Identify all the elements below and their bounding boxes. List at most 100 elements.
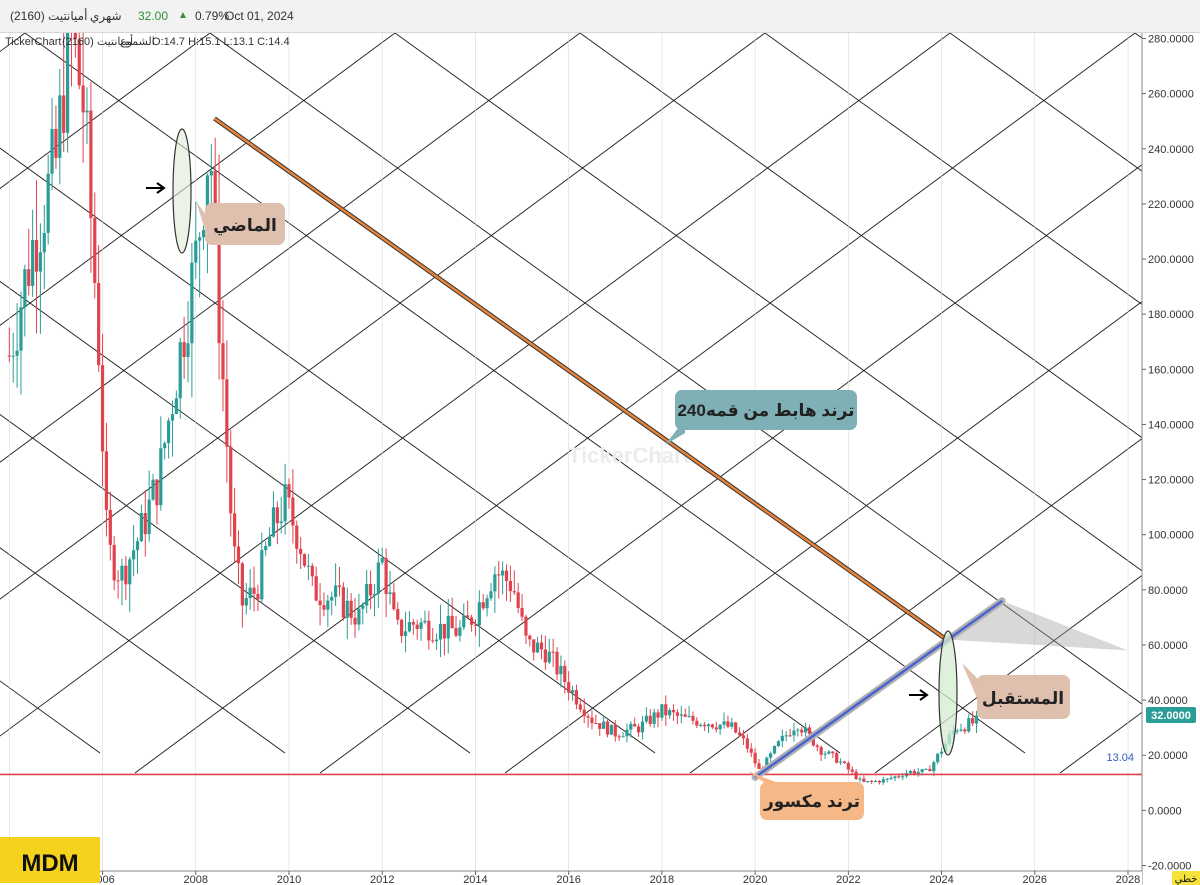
candle-body (497, 574, 501, 576)
candle-body (508, 580, 513, 592)
svg-text:MDM: MDM (21, 850, 78, 877)
x-tick-label: 2024 (929, 874, 953, 885)
candle-body (908, 771, 913, 774)
y-tick-label: 80.0000 (1148, 585, 1188, 597)
candle-body (652, 712, 656, 724)
candle-body (11, 355, 15, 357)
symbol-label[interactable]: أميانتيت (2160) (10, 9, 88, 23)
gann-line-up (134, 33, 1136, 774)
candle-body (306, 565, 311, 567)
arrow-right-icon (909, 689, 929, 701)
candle-body (34, 240, 39, 272)
candle-body (749, 748, 753, 753)
candle-body (547, 651, 551, 663)
candle-body (178, 342, 182, 399)
period-label[interactable]: شهري (90, 9, 122, 23)
candle-body (722, 721, 726, 725)
candle-body (438, 623, 443, 640)
candle-body (621, 736, 625, 738)
candle-body (295, 525, 299, 549)
candle-body (50, 128, 54, 174)
candle-body (912, 771, 916, 774)
candle-body (353, 617, 357, 625)
candle-body (330, 596, 334, 601)
candle-body (838, 761, 843, 763)
candle-body (170, 414, 175, 421)
candle-body (275, 507, 279, 524)
candle-body (757, 763, 761, 769)
candle-body (396, 609, 400, 620)
candle-body (368, 583, 373, 596)
candle-body (310, 565, 314, 577)
candle-body (769, 753, 773, 758)
candle-body (664, 704, 668, 716)
candle-body (629, 723, 633, 730)
gann-line-down (394, 33, 1142, 572)
candle-body (862, 778, 866, 782)
candle-body (835, 753, 839, 763)
candle-body (932, 762, 936, 772)
candle-body (850, 769, 854, 772)
candle-body (815, 745, 819, 748)
broken-trend-callout (760, 782, 864, 820)
price-chart[interactable]: TickerChart 13.04 الماضي ترند هابط من قم… (0, 33, 1200, 885)
candle-body (287, 484, 291, 498)
price-axis[interactable]: 280.0000 260.0000 240.0000 220.0000 200.0000… (1142, 34, 1194, 873)
x-tick-label: 2006 (90, 874, 114, 885)
candle-body (186, 343, 190, 357)
arrow-right-icon (146, 182, 166, 194)
candle-body (967, 718, 971, 732)
candle-body (567, 682, 571, 693)
future-highlight-ellipse (938, 630, 958, 756)
candle-body (706, 724, 711, 727)
candle-body (703, 724, 707, 727)
candle-body (58, 95, 62, 158)
candle-body (326, 600, 330, 610)
candle-body (314, 576, 318, 601)
candle-body (376, 562, 380, 594)
candle-body (889, 778, 893, 780)
gann-line-down (0, 147, 841, 754)
candle-body (827, 751, 831, 754)
candle-body (337, 585, 342, 587)
y-tick-label: 60.0000 (1148, 640, 1188, 652)
past-callout-text: الماضي (213, 216, 277, 236)
candle-body (656, 712, 660, 718)
candle-body (563, 665, 567, 683)
y-tick-label: 100.0000 (1148, 530, 1194, 542)
candle-body (334, 585, 338, 597)
candle-body (928, 768, 932, 772)
candle-body (256, 594, 260, 600)
candle-body (683, 714, 687, 717)
candle-body (792, 730, 796, 736)
last-price-badge: 32.0000 (1146, 707, 1196, 723)
y-tick-label: 40.0000 (1148, 695, 1188, 707)
candle-body (415, 624, 419, 629)
future-callout (977, 675, 1070, 719)
candle-body (668, 710, 672, 716)
scale-mode-button[interactable]: خطي (1172, 871, 1200, 885)
candle-body (893, 776, 897, 779)
candle-body (454, 628, 458, 636)
y-tick-label: 120.0000 (1148, 475, 1194, 487)
candle-body (846, 763, 850, 770)
candle-body (427, 620, 431, 641)
trendlines[interactable] (213, 116, 1128, 781)
candle-body (870, 780, 874, 782)
gann-line-up (319, 164, 1142, 774)
candle-body (765, 757, 769, 770)
candle-body (108, 509, 112, 545)
candle-body (349, 600, 353, 618)
x-tick-label: 2014 (463, 874, 487, 885)
candle-body (493, 574, 497, 592)
candle-body (174, 398, 178, 415)
candle-body (357, 608, 361, 625)
candle-body (501, 570, 505, 576)
candle-body (419, 622, 423, 629)
candle-body (62, 95, 66, 133)
candle-body (135, 541, 140, 551)
candle-body (291, 497, 295, 526)
candle-body (279, 521, 283, 524)
candle-body (132, 550, 136, 560)
candle-body (73, 33, 77, 40)
